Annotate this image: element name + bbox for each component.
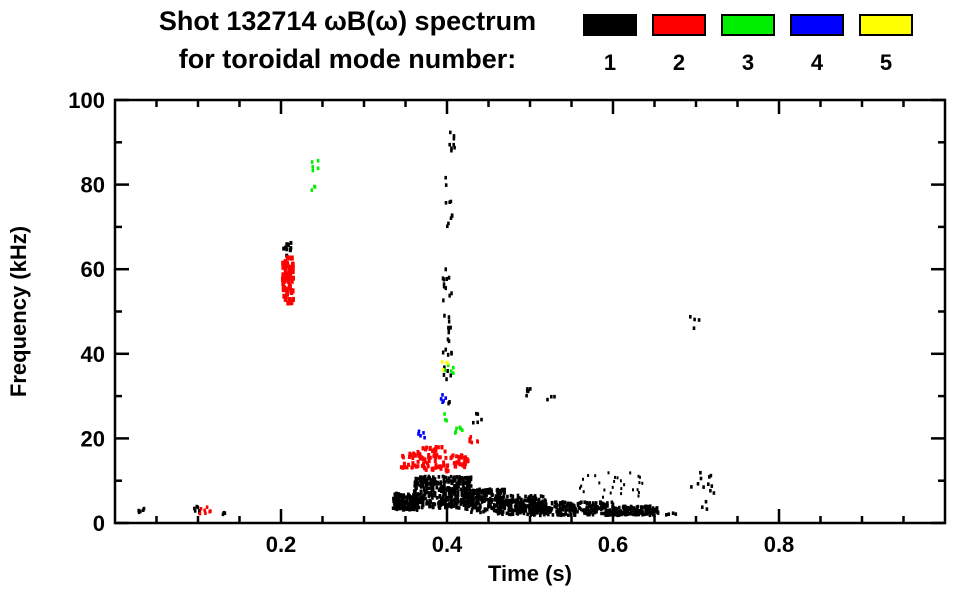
legend-label-3: 3 — [741, 50, 755, 75]
svg-text:0.6: 0.6 — [598, 532, 629, 557]
series-n=5-points — [440, 360, 449, 372]
svg-text:80: 80 — [81, 173, 105, 198]
axis-labels: 0.2 0.4 0.6 0.8 0 20 40 60 80 100 Time (s) Frequenc… — [6, 90, 794, 586]
x-axis-title: Time (s) — [488, 561, 572, 586]
legend-swatch-3 — [721, 14, 775, 36]
chart-title: Shot 132714 ωB(ω) spectrum — [158, 6, 537, 36]
y-axis-title: Frequency (kHz) — [6, 226, 31, 397]
legend-label-1: 1 — [603, 50, 617, 75]
axes-box — [113, 98, 947, 525]
svg-text:40: 40 — [81, 342, 105, 367]
series-n=3-points — [310, 158, 464, 435]
legend-swatch-4 — [790, 14, 844, 36]
svg-text:0.4: 0.4 — [432, 532, 463, 557]
svg-text:0.2: 0.2 — [266, 532, 297, 557]
series-n=2-points — [198, 255, 479, 516]
svg-text:0.8: 0.8 — [764, 532, 795, 557]
legend-swatch-2 — [652, 14, 706, 36]
svg-text:100: 100 — [68, 90, 105, 113]
svg-text:0: 0 — [93, 511, 105, 536]
legend-label-2: 2 — [672, 50, 686, 75]
spectrum-plot: 0.2 0.4 0.6 0.8 0 20 40 60 80 100 Time (s) Frequenc… — [6, 90, 947, 586]
series-n=1-points — [137, 130, 716, 518]
svg-text:20: 20 — [81, 426, 105, 451]
chart-subtitle: for toroidal mode number: — [178, 44, 517, 74]
legend-swatch-1 — [583, 14, 637, 36]
legend-swatch-5 — [859, 14, 913, 36]
legend-label-4: 4 — [810, 50, 824, 75]
series-n=4-points — [417, 393, 447, 440]
svg-text:60: 60 — [81, 257, 105, 282]
legend-label-5: 5 — [879, 50, 893, 75]
